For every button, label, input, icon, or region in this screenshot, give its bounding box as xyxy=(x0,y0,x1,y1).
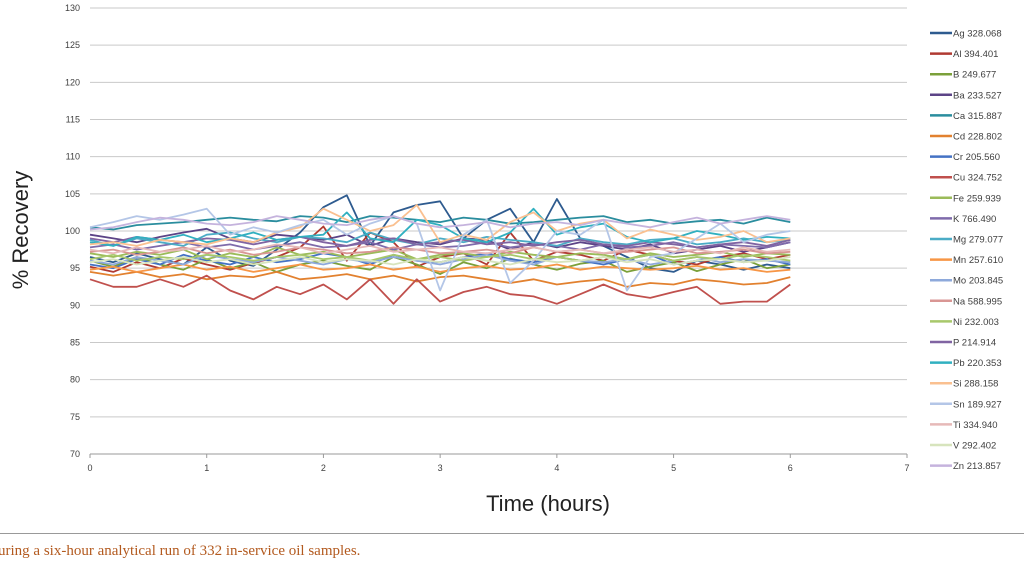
legend-item: Mo 203.845 xyxy=(930,276,1003,287)
x-tick-label: 5 xyxy=(671,463,676,473)
series-line-cu xyxy=(89,274,791,305)
legend-label: Ni 232.003 xyxy=(953,317,999,328)
legend-item: Ti 334.940 xyxy=(930,420,998,431)
series-line-pb xyxy=(89,207,791,247)
gridlines xyxy=(90,7,907,418)
legend-item: Cu 324.752 xyxy=(930,173,1002,184)
legend-item: Si 288.158 xyxy=(930,379,998,390)
y-tick-label: 120 xyxy=(65,77,80,87)
legend-item: Pb 220.353 xyxy=(930,358,1002,369)
legend-label: Zn 213.857 xyxy=(953,461,1001,472)
legend-item: V 292.402 xyxy=(930,441,996,452)
legend-label: Cu 324.752 xyxy=(953,173,1002,184)
legend-item: Ba 233.527 xyxy=(930,90,1002,101)
legend-label: Ag 328.068 xyxy=(953,29,1002,40)
legend-label: Mg 279.077 xyxy=(953,235,1003,246)
legend-item: Ni 232.003 xyxy=(930,317,999,328)
y-tick-label: 130 xyxy=(65,3,80,13)
y-tick-label: 85 xyxy=(70,338,80,348)
legend-label: Fe 259.939 xyxy=(953,193,1001,204)
legend-label: B 249.677 xyxy=(953,70,996,81)
y-tick-label: 75 xyxy=(70,412,80,422)
series-line-mn xyxy=(89,263,791,273)
legend-item: Ca 315.887 xyxy=(930,111,1002,122)
figure-caption: uring a six-hour analytical run of 332 i… xyxy=(0,543,361,559)
x-tick-label: 2 xyxy=(321,463,326,473)
legend-label: V 292.402 xyxy=(953,441,996,452)
legend: Ag 328.068 Al 394.401 B 249.677 Ba 233.527 C… xyxy=(930,29,1003,472)
series-line-fe xyxy=(89,246,791,261)
y-tick-label: 95 xyxy=(70,263,80,273)
legend-item: Zn 213.857 xyxy=(930,461,1001,472)
x-tick-label: 1 xyxy=(204,463,209,473)
y-tick-label: 110 xyxy=(66,152,80,162)
series-line-si xyxy=(89,204,791,247)
legend-item: Na 588.995 xyxy=(930,296,1002,307)
legend-label: Mn 257.610 xyxy=(953,255,1003,266)
x-axis-title: Time (hours) xyxy=(486,491,610,516)
legend-item: Fe 259.939 xyxy=(930,193,1001,204)
y-axis-title: % Recovery xyxy=(8,171,33,290)
legend-item: B 249.677 xyxy=(930,70,996,81)
recovery-line-chart: 70 75 80 85 90 95 100 105 110 115 120 125 130 0 1 2 3 4 5 6… xyxy=(8,3,1003,516)
legend-item: Cd 228.802 xyxy=(930,132,1002,143)
y-tick-label: 90 xyxy=(70,300,80,310)
series-line-ni xyxy=(89,253,791,262)
legend-label: Cd 228.802 xyxy=(953,132,1002,143)
legend-label: Ti 334.940 xyxy=(953,420,998,431)
legend-item: Al 394.401 xyxy=(930,49,998,60)
x-tick-label: 4 xyxy=(554,463,559,473)
legend-label: Cr 205.560 xyxy=(953,152,1000,163)
legend-label: Ba 233.527 xyxy=(953,90,1002,101)
legend-label: Si 288.158 xyxy=(953,379,998,390)
legend-item: P 214.914 xyxy=(930,338,996,349)
legend-label: K 766.490 xyxy=(953,214,996,225)
legend-item: K 766.490 xyxy=(930,214,996,225)
series-line-v xyxy=(89,256,791,266)
x-tick-label: 6 xyxy=(788,463,793,473)
series-line-ti xyxy=(89,243,791,255)
y-tick-label: 125 xyxy=(65,40,80,50)
caption-divider xyxy=(0,533,1024,534)
y-tick-label: 105 xyxy=(65,189,80,199)
legend-label: Mo 203.845 xyxy=(953,276,1003,287)
legend-item: Sn 189.927 xyxy=(930,399,1002,410)
y-tick-label: 115 xyxy=(66,115,80,125)
y-tick-label: 80 xyxy=(70,375,80,385)
legend-label: Na 588.995 xyxy=(953,296,1002,307)
legend-label: Al 394.401 xyxy=(953,49,998,60)
legend-label: Ca 315.887 xyxy=(953,111,1002,122)
legend-item: Mg 279.077 xyxy=(930,235,1003,246)
series-lines xyxy=(89,194,791,305)
y-tick-label: 70 xyxy=(70,449,80,459)
series-line-cd xyxy=(89,270,791,288)
legend-item: Ag 328.068 xyxy=(930,29,1002,40)
legend-item: Cr 205.560 xyxy=(930,152,1000,163)
series-line-zn xyxy=(89,215,791,231)
series-line-ca xyxy=(89,215,791,231)
axes: 70 75 80 85 90 95 100 105 110 115 120 125 130 0 1 2 3 4 5 6… xyxy=(65,3,910,473)
series-line-na xyxy=(89,246,791,256)
legend-label: Sn 189.927 xyxy=(953,399,1002,410)
legend-label: P 214.914 xyxy=(953,338,996,349)
x-tick-label: 0 xyxy=(87,463,92,473)
x-tick-label: 3 xyxy=(438,463,443,473)
y-tick-label: 100 xyxy=(65,226,80,236)
x-tick-label: 7 xyxy=(904,463,909,473)
legend-label: Pb 220.353 xyxy=(953,358,1002,369)
legend-item: Mn 257.610 xyxy=(930,255,1003,266)
series-line-sn xyxy=(89,207,791,292)
